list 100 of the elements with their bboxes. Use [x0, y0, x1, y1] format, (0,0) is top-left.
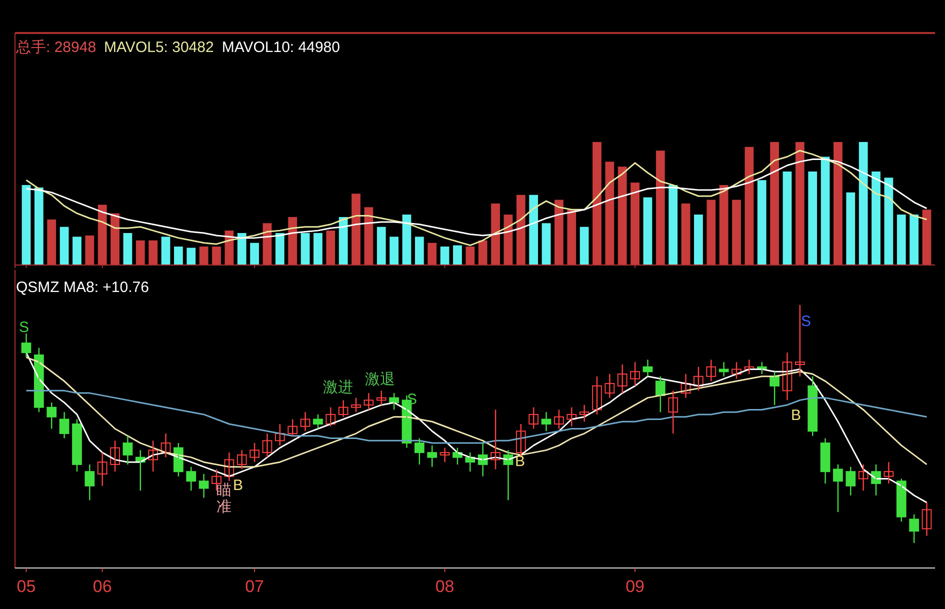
- candlestick: [250, 442, 260, 463]
- bar: [161, 236, 170, 265]
- bar: [910, 214, 919, 265]
- candlestick: [351, 397, 361, 413]
- bar: [110, 213, 120, 265]
- candlestick: [833, 464, 843, 513]
- bar: [656, 150, 665, 265]
- bar: [732, 200, 741, 265]
- annotation: S: [800, 313, 812, 330]
- bar: [414, 236, 424, 265]
- annotation: B: [514, 453, 526, 470]
- bar: [199, 246, 208, 265]
- bar: [872, 172, 880, 265]
- candlestick: [288, 418, 298, 436]
- bar: [275, 233, 284, 265]
- bar: [592, 142, 602, 265]
- candlestick: [72, 418, 82, 472]
- bar: [402, 214, 412, 265]
- bar: [846, 192, 856, 265]
- bar: [529, 194, 538, 265]
- bar: [858, 142, 868, 265]
- text: MAVOL5: 30482: [104, 39, 214, 56]
- bar: [630, 182, 640, 265]
- annotation: S: [18, 319, 30, 336]
- bar: [834, 142, 842, 265]
- text: MAVOL10: 44980: [222, 39, 340, 56]
- bar: [174, 246, 183, 265]
- bar: [224, 230, 234, 265]
- candlestick: [528, 406, 539, 430]
- bar: [47, 219, 56, 265]
- bar: [85, 235, 94, 265]
- bar: [148, 240, 158, 265]
- bar: [123, 233, 132, 265]
- bar: [288, 217, 298, 265]
- chart-title: QSMZ MA8: +10.76: [16, 279, 149, 296]
- bar: [694, 214, 703, 265]
- bar: [60, 226, 69, 265]
- candlestick: [414, 438, 424, 466]
- bar: [300, 233, 310, 265]
- candlestick: [630, 362, 640, 387]
- candlestick: [427, 444, 438, 468]
- bar: [478, 240, 488, 265]
- bar: [491, 204, 500, 265]
- candlestick: [186, 466, 196, 492]
- bar: [706, 200, 716, 265]
- bar: [605, 162, 614, 265]
- bar: [719, 185, 728, 265]
- candlestick: [236, 450, 247, 470]
- bar: [922, 210, 932, 265]
- bar: [820, 156, 830, 265]
- bar: [237, 233, 246, 265]
- bar: [352, 194, 360, 265]
- candlestick: [706, 359, 716, 382]
- bar: [795, 142, 804, 265]
- bar: [22, 185, 31, 265]
- bar: [314, 233, 322, 265]
- annotation: 激进: [323, 379, 353, 396]
- x-tick-label: 09: [626, 577, 644, 596]
- chart-title: 总手: 28948: [15, 39, 96, 56]
- bar: [212, 246, 221, 265]
- bar: [98, 204, 107, 265]
- bar: [567, 210, 576, 265]
- annotation: 瞄准: [216, 482, 232, 516]
- bar: [338, 217, 348, 265]
- bar: [466, 246, 475, 265]
- bar: [542, 223, 551, 265]
- annotation: B: [790, 407, 802, 424]
- bar: [808, 172, 818, 265]
- bar: [440, 246, 450, 265]
- bar: [554, 200, 564, 265]
- x-tick-label: 06: [92, 577, 112, 596]
- bar: [376, 226, 386, 265]
- candlestick: [46, 402, 57, 430]
- bar: [136, 240, 145, 265]
- bar: [250, 242, 259, 265]
- bar: [618, 166, 627, 265]
- candlestick: [313, 414, 323, 430]
- x-tick-label: 07: [245, 577, 264, 596]
- bar: [72, 236, 82, 265]
- annotation: 激退: [365, 371, 395, 388]
- candlestick: [617, 364, 628, 394]
- bar: [884, 178, 894, 265]
- bar: [770, 142, 779, 265]
- bar: [516, 194, 526, 265]
- candlestick: [554, 409, 564, 430]
- bar: [782, 172, 792, 265]
- bar: [428, 242, 437, 265]
- bar: [390, 236, 398, 265]
- bar: [757, 180, 766, 265]
- bar: [453, 245, 462, 265]
- bar: [364, 207, 374, 265]
- bar: [186, 248, 196, 265]
- x-tick-label: 08: [435, 577, 454, 596]
- bar: [896, 214, 906, 265]
- annotation: B: [232, 477, 244, 494]
- x-tick-label: 05: [16, 577, 36, 596]
- bar: [744, 146, 754, 265]
- bar: [681, 204, 690, 265]
- bar: [580, 226, 589, 265]
- bar: [34, 188, 44, 265]
